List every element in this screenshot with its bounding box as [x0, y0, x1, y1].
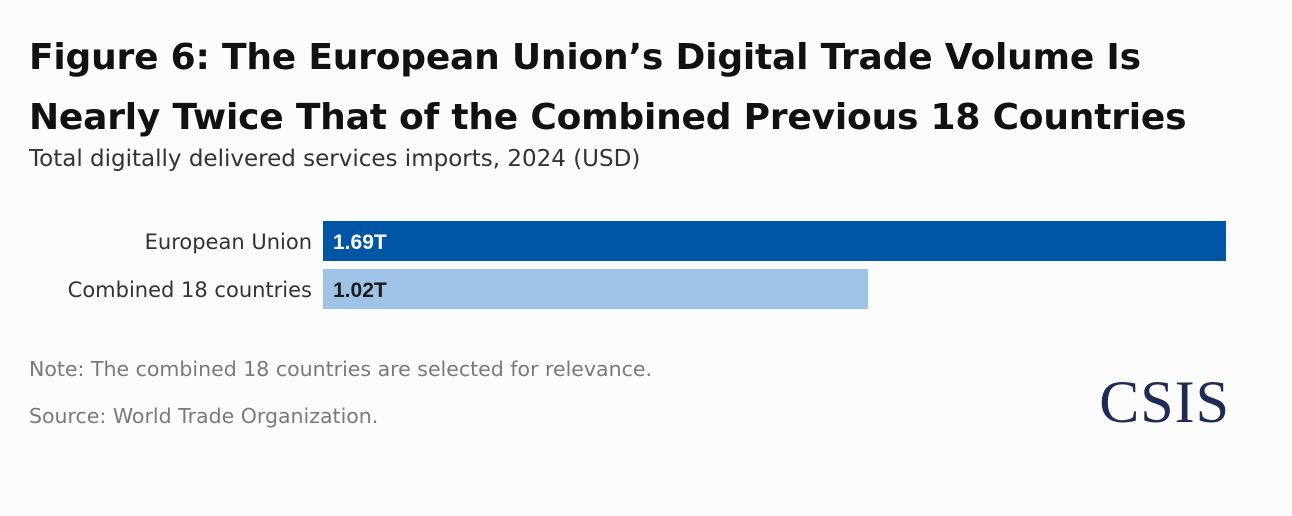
data-label: 1.02T [333, 279, 387, 302]
csis-logo: CSIS [1099, 369, 1230, 435]
chart-subtitle: Total digitally delivered services impor… [29, 146, 641, 172]
bar-european-union [323, 221, 1226, 261]
chart-title-line-2: Nearly Twice That of the Combined Previo… [29, 97, 1187, 138]
bar-chart: European Union 1.69T Combined 18 countries… [68, 221, 1226, 309]
chart-note: Note: The combined 18 countries are sele… [29, 357, 652, 381]
category-label: European Union [145, 230, 312, 254]
bar-combined-18-countries [323, 269, 869, 309]
chart-source: Source: World Trade Organization. [29, 404, 379, 428]
chart-title-line-1: Figure 6: The European Union’s Digital T… [29, 37, 1141, 78]
category-label: Combined 18 countries [68, 278, 312, 302]
chart-title: Figure 6: The European Union’s Digital T… [29, 28, 1259, 148]
data-label: 1.69T [333, 231, 387, 254]
